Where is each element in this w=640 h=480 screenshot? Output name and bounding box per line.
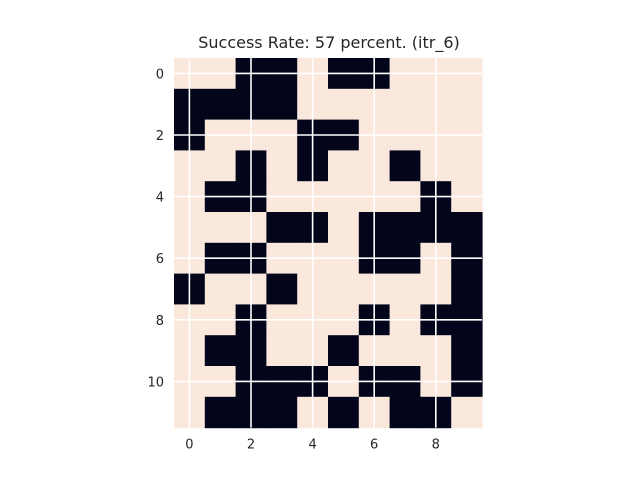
heatmap-cell-r3-c7 <box>389 150 421 182</box>
x-tick-label-6: 6 <box>370 438 378 453</box>
x-tick-label-4: 4 <box>308 438 316 453</box>
heatmap-cell-r1-c9 <box>451 88 483 121</box>
heatmap-cell-r11-c7 <box>389 396 421 429</box>
chart-title: Success Rate: 57 percent. (itr_6) <box>198 33 460 52</box>
heatmap-cell-r9-c7 <box>389 335 421 367</box>
heatmap-cell-r9-c5 <box>328 335 360 367</box>
heatmap-cell-r1-c7 <box>389 88 421 121</box>
y-tick-label-10: 10 <box>147 375 164 390</box>
heatmap-cell-r9-c3 <box>266 335 298 367</box>
heatmap-cell-r7-c9 <box>451 273 483 305</box>
y-axis-ticks: 0 2 4 6 8 10 <box>147 67 164 390</box>
y-tick-label-4: 4 <box>156 191 164 206</box>
heatmap-cell-r9-c1 <box>204 335 237 367</box>
heatmap-cell-r3-c3 <box>266 150 298 182</box>
heatmap-cell-r5-c7 <box>389 212 421 244</box>
heatmap-cell-r5-c5 <box>328 212 360 244</box>
grid-lines <box>174 58 482 428</box>
y-tick-label-2: 2 <box>156 129 164 144</box>
heatmap-cell-r1-c1 <box>204 88 237 121</box>
heatmap-cell-r11-c5 <box>328 396 360 429</box>
heatmap-cell-r3-c9 <box>451 150 483 182</box>
heatmap-cell-r7-c7 <box>389 273 421 305</box>
x-axis-ticks: 0 2 4 6 8 <box>185 438 440 453</box>
x-tick-label-8: 8 <box>432 438 440 453</box>
heatmap-cell-r11-c9 <box>451 396 483 429</box>
x-tick-label-0: 0 <box>185 438 193 453</box>
y-tick-label-8: 8 <box>156 314 164 329</box>
heatmap-cell-r5-c1 <box>204 212 237 244</box>
x-tick-label-2: 2 <box>247 438 255 453</box>
heatmap-cell-r7-c1 <box>204 273 237 305</box>
heatmap-cell-r11-c1 <box>204 396 237 429</box>
heatmap-cell-r3-c5 <box>328 150 360 182</box>
y-tick-label-6: 6 <box>156 252 164 267</box>
heatmap-cell-r7-c5 <box>328 273 360 305</box>
heatmap-cell-r3-c1 <box>204 150 237 182</box>
y-tick-label-0: 0 <box>156 67 164 82</box>
heatmap-cell-r1-c3 <box>266 88 298 121</box>
heatmap-cell-r11-c3 <box>266 396 298 429</box>
heatmap-cell-r5-c3 <box>266 212 298 244</box>
heatmap-cell-r9-c9 <box>451 335 483 367</box>
heatmap-cell-r5-c9 <box>451 212 483 244</box>
heatmap-cell-r7-c3 <box>266 273 298 305</box>
heatmap-cell-r1-c5 <box>328 88 360 121</box>
